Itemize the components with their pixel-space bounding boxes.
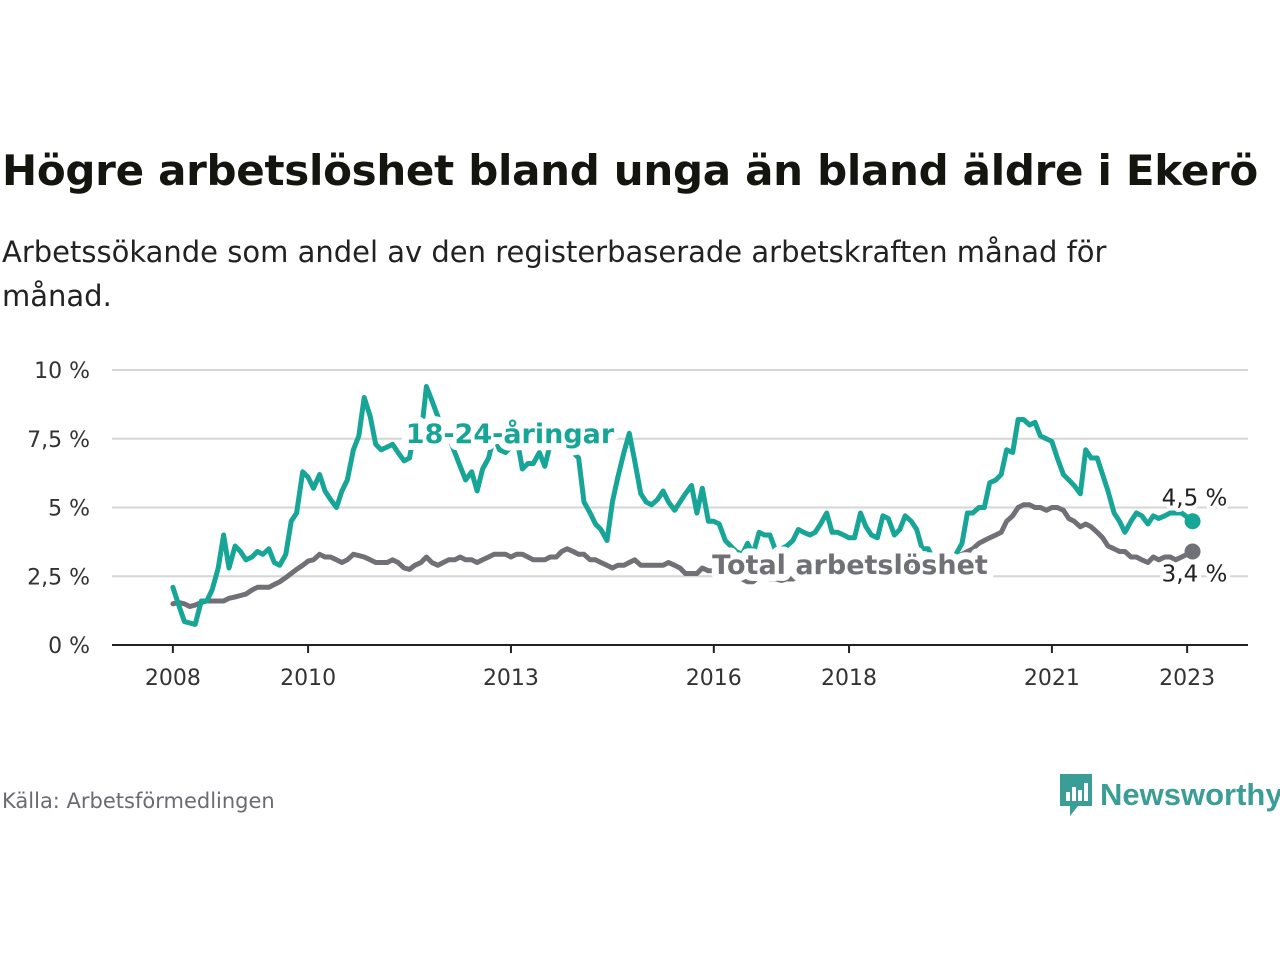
series-endpoint-youth (1184, 513, 1201, 530)
series-line-youth (170, 384, 1196, 627)
x-tick-label: 2018 (821, 666, 877, 691)
x-tick-label: 2008 (145, 666, 201, 691)
newsworthy-logo[interactable]: Newsworthy (1058, 772, 1280, 818)
y-tick-label: 5 % (48, 497, 90, 522)
x-tick-label: 2021 (1024, 666, 1080, 691)
x-tick-label: 2010 (280, 666, 336, 691)
grid-layer: 0 % 2,5 % 5 % 7,5 % 10 % 2008 2010 2013 2016 2018… (27, 359, 1248, 691)
end-label-youth-halo: 4,5 % (1162, 485, 1228, 511)
series-label-total-halo: Total arbetslöshet (712, 550, 988, 581)
chart-subtitle: Arbetssökande som andel av den registerb… (2, 235, 1107, 313)
source-note: Källa: Arbetsförmedlingen (2, 789, 275, 813)
series-layer (170, 384, 1201, 627)
series-endpoint-total (1184, 543, 1201, 560)
chart-title: Högre arbetslöshet bland unga än bland ä… (2, 146, 1258, 195)
end-label-total-halo: 3,4 % (1162, 562, 1228, 588)
x-tick-label: 2023 (1159, 666, 1215, 691)
newsworthy-logo-icon (1060, 774, 1092, 816)
series-label-total: Total arbetslöshet (712, 550, 988, 581)
y-tick-label: 2,5 % (27, 565, 90, 590)
y-tick-label: 0 % (48, 634, 90, 659)
x-tick-label: 2016 (686, 666, 742, 691)
end-label-total: 3,4 % (1162, 562, 1228, 588)
series-label-youth-halo: 18-24-åringar (406, 418, 615, 450)
series-label-youth: 18-24-åringar (406, 418, 615, 450)
y-tick-label: 7,5 % (27, 428, 90, 453)
brand-name: Newsworthy (1100, 777, 1280, 812)
end-label-youth: 4,5 % (1162, 485, 1228, 511)
x-tick-label: 2013 (483, 666, 539, 691)
y-tick-label: 10 % (34, 359, 90, 384)
series-line-total (170, 502, 1196, 609)
